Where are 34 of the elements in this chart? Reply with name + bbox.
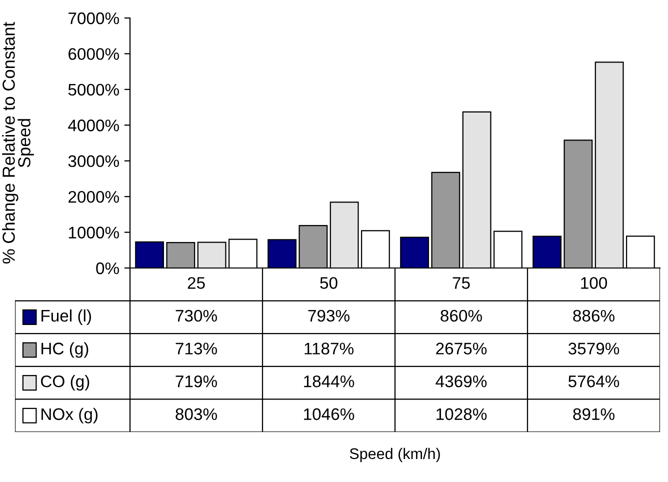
data-label: 891% xyxy=(573,408,614,420)
data-label: 4369% xyxy=(436,375,487,388)
text: Speed (km/h) xyxy=(350,448,440,462)
legend-label: CO (g) xyxy=(41,375,90,391)
data-label: 793% xyxy=(308,310,350,322)
y-tick-label: 3000% xyxy=(68,155,119,168)
data-label: 1046% xyxy=(304,408,354,420)
data-label: 713% xyxy=(176,342,217,354)
legend-label: Fuel (l) xyxy=(42,309,91,325)
y-tick-label: 7000% xyxy=(68,12,119,24)
data-label: 719% xyxy=(176,375,217,388)
data-label: 1844% xyxy=(304,375,354,388)
data-label: 1028% xyxy=(436,408,487,420)
x-tick-label: 100 xyxy=(581,277,608,289)
data-label: 886% xyxy=(573,310,614,322)
y-tick-label: 4000% xyxy=(68,120,119,132)
x-tick-label: 50 xyxy=(320,277,338,289)
data-label: 730% xyxy=(176,310,217,322)
x-tick-label: 25 xyxy=(188,277,205,289)
data-label: 2675% xyxy=(436,342,487,354)
legend-label: HC (g) xyxy=(42,342,88,358)
y-tick-label: 1000% xyxy=(68,226,119,238)
y-tick-label: 0% xyxy=(96,262,119,274)
x-tick-label: 75 xyxy=(452,277,470,289)
y-axis-title: % Change Relative to Constant Speed xyxy=(2,22,34,264)
data-label: 5764% xyxy=(568,375,620,388)
data-label: 1187% xyxy=(304,342,354,354)
y-tick-label: 2000% xyxy=(68,190,119,203)
data-label: 3579% xyxy=(568,342,620,354)
data-label: 860% xyxy=(440,310,482,322)
legend-label: NOx (g) xyxy=(42,408,98,424)
data-label: 803% xyxy=(176,408,217,420)
y-tick-label: 5000% xyxy=(68,84,119,96)
y-tick-label: 6000% xyxy=(68,48,119,60)
